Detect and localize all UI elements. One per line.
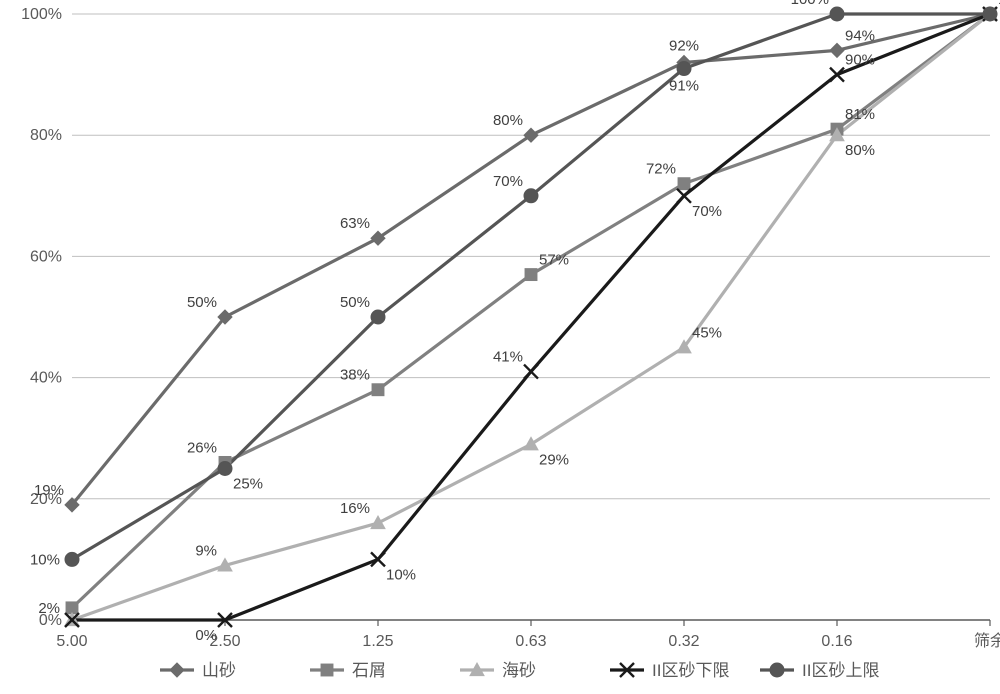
legend-label: II区砂下限 xyxy=(652,661,729,680)
data-label: 94% xyxy=(845,27,875,44)
sieve-chart: 0%20%40%60%80%100%5.002.501.250.630.320.… xyxy=(0,0,1000,694)
data-label: 16% xyxy=(340,500,370,517)
legend-label: 石屑 xyxy=(352,661,386,680)
data-label: 70% xyxy=(692,203,722,220)
y-tick-label: 60% xyxy=(30,248,62,265)
x-tick-label: 5.00 xyxy=(56,633,87,650)
data-label: 10% xyxy=(30,551,60,568)
data-label: 80% xyxy=(493,112,523,129)
data-label: 90% xyxy=(845,52,875,69)
data-label: 50% xyxy=(187,294,217,311)
y-tick-label: 100% xyxy=(21,6,62,23)
data-label: 91% xyxy=(669,78,699,95)
legend-label: II区砂上限 xyxy=(802,661,879,680)
data-label: 9% xyxy=(195,542,217,559)
data-label: 2% xyxy=(38,600,60,617)
x-tick-label: 0.16 xyxy=(821,633,852,650)
x-tick-label: 0.63 xyxy=(515,633,546,650)
data-label: 72% xyxy=(646,161,676,178)
data-label: 57% xyxy=(539,252,569,269)
data-label: 0% xyxy=(195,627,217,644)
y-tick-label: 80% xyxy=(30,127,62,144)
data-label: 80% xyxy=(845,142,875,159)
data-label: 92% xyxy=(669,37,699,54)
data-label: 10% xyxy=(386,566,416,583)
data-label: 45% xyxy=(692,324,722,341)
data-label: 38% xyxy=(340,367,370,384)
data-label: 100% xyxy=(791,0,829,8)
data-label: 26% xyxy=(187,439,217,456)
data-label: 81% xyxy=(845,106,875,123)
data-label: 50% xyxy=(340,294,370,311)
data-label: 19% xyxy=(34,482,64,499)
data-label: 29% xyxy=(539,451,569,468)
legend-label: 海砂 xyxy=(502,661,536,680)
data-label: 41% xyxy=(493,349,523,366)
x-tick-label: 1.25 xyxy=(362,633,393,650)
x-tick-label: 0.32 xyxy=(668,633,699,650)
data-label: 70% xyxy=(493,173,523,190)
data-label: 63% xyxy=(340,215,370,232)
y-tick-label: 40% xyxy=(30,370,62,387)
legend-label: 山砂 xyxy=(202,661,236,680)
data-label: 25% xyxy=(233,476,263,493)
x-tick-label: 筛余 xyxy=(974,631,1000,650)
